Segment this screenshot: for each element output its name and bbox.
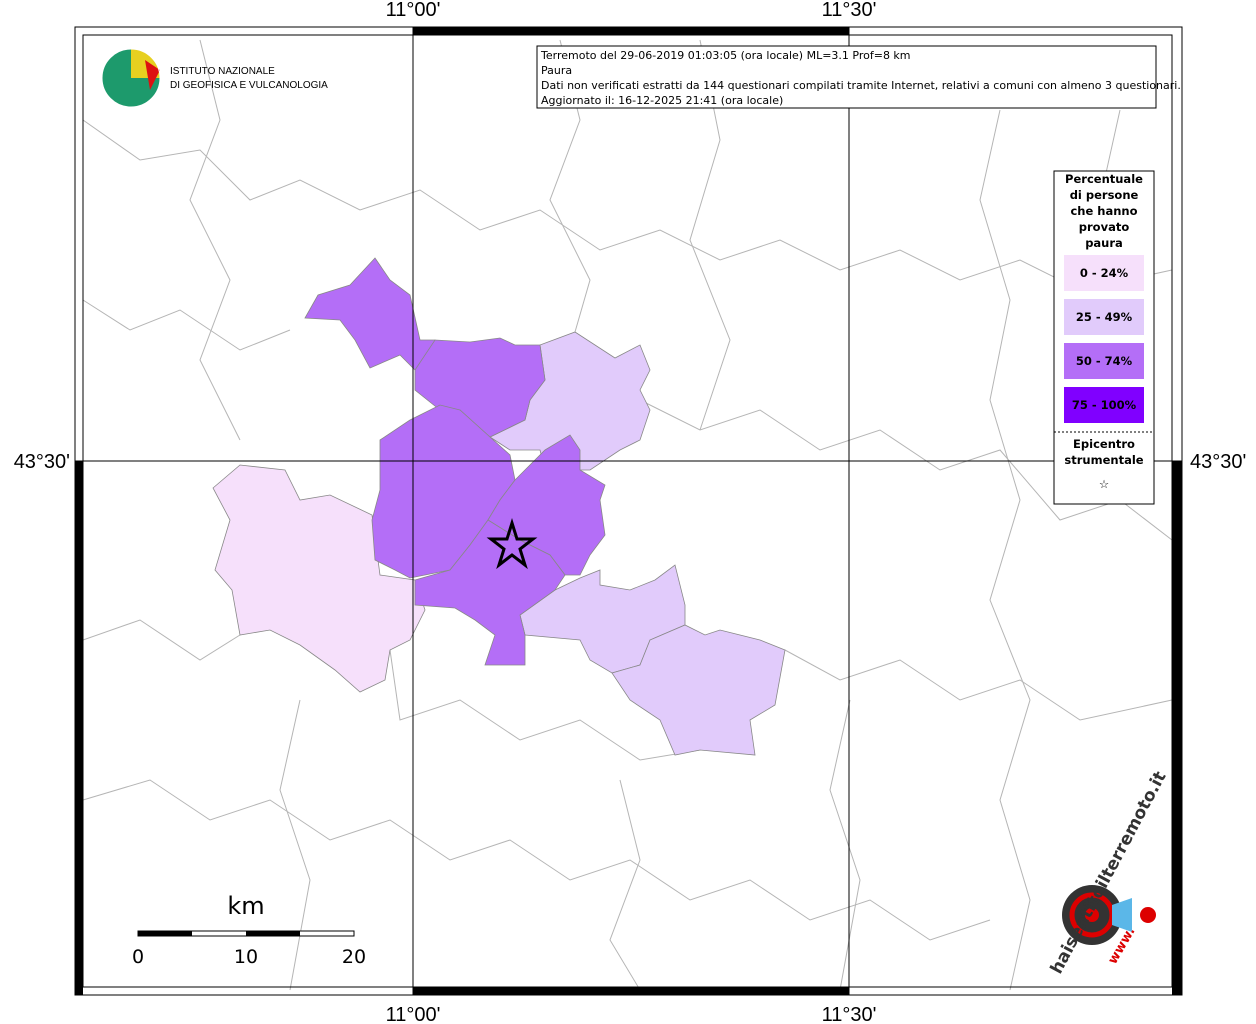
legend-star: ☆ [1099,477,1109,491]
municipalities [212,257,786,756]
legend-title: di persone [1070,188,1139,202]
legend-title: che hanno [1070,204,1137,218]
graticule [75,27,1182,995]
lon-label: 11°30' [822,0,877,21]
logo-text: ISTITUTO NAZIONALE [170,66,275,77]
epicenter-star [486,517,538,570]
scale-tick: 0 [132,946,144,968]
legend-title: paura [1085,236,1123,250]
scale-unit: km [227,892,264,920]
legend-label: 75 - 100% [1072,398,1137,412]
legend-swatch [1064,255,1144,291]
region-high [304,257,436,371]
region-high [414,519,566,666]
legend-title: provato [1079,220,1130,234]
brand-site: haisentitoilterremoto.it [1047,768,1171,977]
info-box [536,45,1157,109]
region-mid [519,564,686,674]
boundaries [82,39,1173,991]
ingv-logo: ISTITUTO NAZIONALE DI GEOFISICA E VULCAN… [101,48,328,108]
legend-swatch [1064,299,1144,335]
legend: ☆ Percentuale di persone che hanno provato p… [1053,170,1155,505]
lon-label: 11°30' [822,1004,877,1024]
region-mid [611,624,786,756]
info-line: Terremoto del 29-06-2019 01:03:05 (ora l… [540,49,911,62]
legend-epicenter: Epicentro [1073,437,1135,451]
legend-label: 50 - 74% [1076,354,1133,368]
scale-tick: 10 [234,946,258,968]
scale-bar: km 0 10 20 [132,892,366,968]
lon-label: 11°00' [386,1004,441,1024]
scale-tick: 20 [342,946,366,968]
legend-swatch [1064,343,1144,379]
legend-title: Percentuale [1065,172,1143,186]
info-line: Aggiornato il: 16-12-2025 21:41 (ora loc… [541,94,783,107]
frame [74,26,1183,996]
info-line: Paura [541,64,572,77]
lat-label: 43°30' [1190,451,1246,473]
logo-text: DI GEOFISICA E VULCANOLOGIA [170,80,328,91]
legend-epicenter: strumentale [1064,453,1143,467]
legend-swatch [1064,387,1144,423]
lat-label: 43°30' [14,451,70,473]
lon-label: 11°00' [386,0,441,21]
legend-label: 0 - 24% [1080,266,1129,280]
info-line: Dati non verificati estratti da 144 ques… [541,79,1181,92]
brand-logo: haisentitoilterremoto.it www. [1047,768,1171,977]
legend-label: 25 - 49% [1076,310,1133,324]
